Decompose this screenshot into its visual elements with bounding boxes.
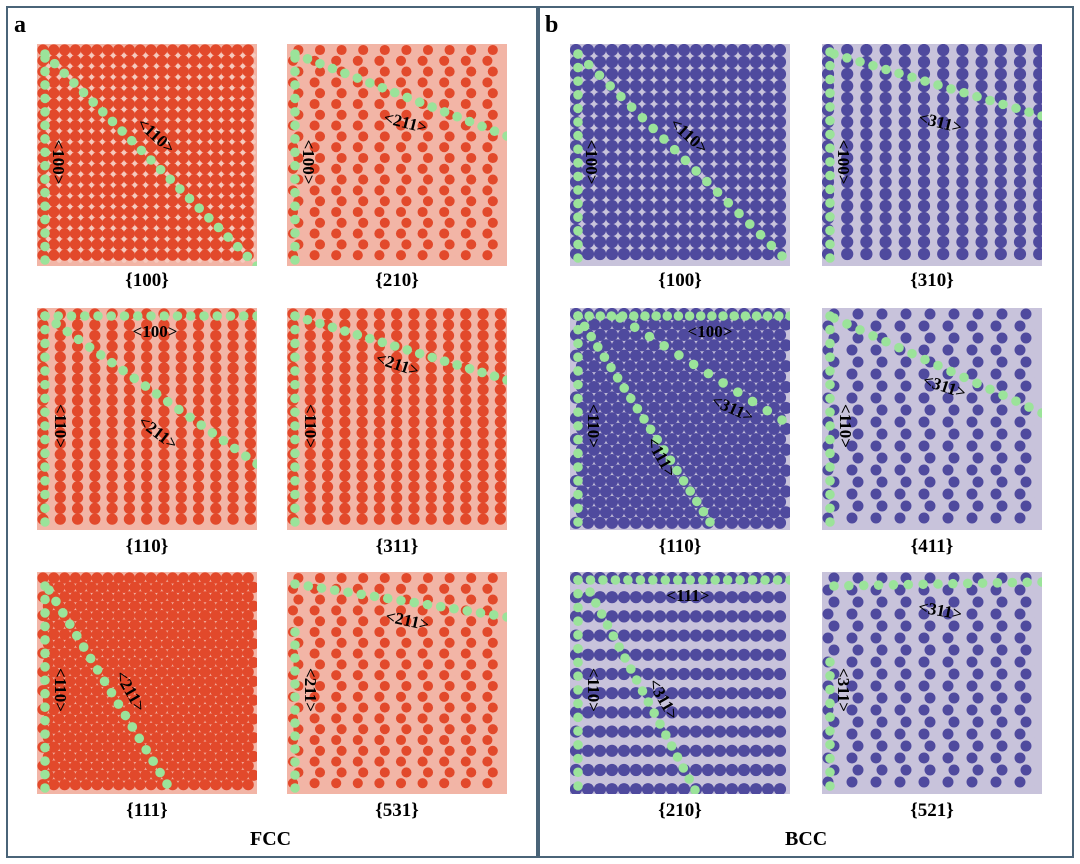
direction-label: <110> [584, 404, 603, 448]
fcc-110-lattice: <100><110> <211> [37, 308, 257, 530]
caption-bcc-110: {110} [658, 536, 702, 557]
fcc-group-label: FCC [250, 828, 292, 850]
panel-a-letter: a [14, 12, 26, 38]
caption-fcc-111: {111} [126, 800, 168, 821]
direction-label: <100> [49, 140, 68, 185]
direction-label: <311> [834, 668, 853, 712]
caption-fcc-110: {110} [125, 536, 169, 557]
caption-fcc-210: {210} [375, 270, 419, 291]
bcc-411-lattice: <110><311> [822, 308, 1042, 530]
direction-label: <110> [51, 668, 70, 712]
fcc-100-lattice: <100><110> [37, 44, 257, 266]
fcc-111-lattice: <110> <211> [37, 572, 257, 794]
fcc-531-lattice: <211><211> [287, 572, 507, 794]
direction-label: <100> [299, 140, 318, 185]
direction-label: <100> [834, 140, 853, 185]
direction-label: <110> [584, 668, 603, 712]
direction-label: <100> [582, 140, 601, 185]
bcc-100-lattice: <100><110> [570, 44, 790, 266]
bcc-group-label: BCC [785, 828, 828, 850]
direction-label: <111> [667, 586, 710, 605]
direction-label: <100> [688, 322, 733, 341]
direction-label: <110> [836, 404, 855, 448]
caption-bcc-100: {100} [658, 270, 702, 291]
direction-label: <110> [51, 404, 70, 448]
direction-label: <100> [133, 322, 178, 341]
bcc-310-lattice: <100><311> [822, 44, 1042, 266]
panel-b-letter: b [545, 12, 559, 38]
bcc-210-lattice: <111><110> <311> [570, 572, 790, 794]
caption-bcc-411: {411} [910, 536, 954, 557]
direction-label: <110> [301, 404, 320, 448]
panel-b-frame [538, 6, 1074, 858]
caption-fcc-531: {531} [375, 800, 419, 821]
caption-bcc-210: {210} [658, 800, 702, 821]
caption-bcc-310: {310} [910, 270, 954, 291]
caption-fcc-100: {100} [125, 270, 169, 291]
caption-bcc-521: {521} [910, 800, 954, 821]
bcc-110-lattice: <100><111><311><110> [570, 308, 790, 530]
direction-label: <211> [301, 668, 320, 712]
fcc-311-lattice: <110><211> [287, 308, 507, 530]
bcc-521-lattice: <311><311> [822, 572, 1042, 794]
caption-fcc-311: {311} [375, 536, 419, 557]
panel-a-frame [6, 6, 538, 858]
fcc-210-lattice: <100><211> [287, 44, 507, 266]
